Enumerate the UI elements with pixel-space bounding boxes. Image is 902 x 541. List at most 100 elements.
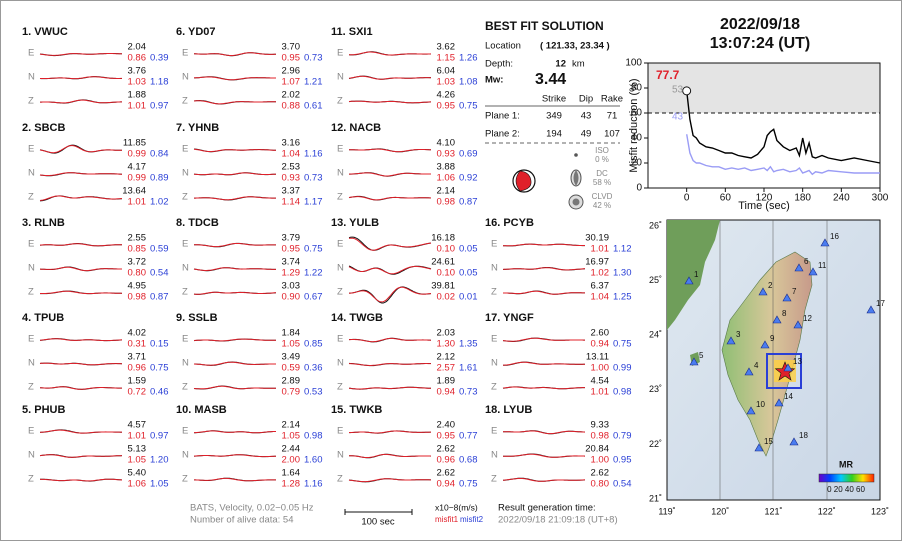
misfit1: 0.02	[437, 292, 456, 303]
station-marker	[866, 305, 876, 314]
station-label: 16. PCYB	[485, 217, 534, 229]
y-tick-label: 60	[631, 108, 643, 119]
misfit2: 0.99	[613, 363, 632, 374]
misfit1: 0.79	[282, 387, 301, 398]
depth: 12	[555, 59, 566, 70]
misfit1: 0.99	[128, 149, 147, 160]
misfit2: 0.97	[150, 431, 169, 442]
part-value: 0 %	[595, 155, 609, 164]
misfit1: 1.05	[282, 431, 301, 442]
misfit1: 1.15	[437, 53, 456, 64]
waveform-synthetic	[348, 386, 431, 390]
component: Z	[337, 96, 343, 107]
misfit2: 0.98	[613, 387, 632, 398]
y-tick-label: 100	[625, 58, 642, 69]
station-label: 11. SXI1	[331, 26, 373, 38]
x-tick-label: 120	[756, 193, 773, 204]
lat-label: 22˚	[649, 439, 662, 449]
misfit1: 0.93	[437, 149, 456, 160]
waveform-synthetic	[503, 361, 585, 366]
misfit2: 0.92	[459, 173, 478, 184]
amplitude: 2.89	[282, 376, 301, 387]
waveform-synthetic	[194, 477, 276, 482]
waveform-synthetic	[349, 453, 431, 458]
lon-label: 121˚	[764, 506, 782, 516]
misfit1: 0.95	[437, 101, 456, 112]
location-label: Location	[485, 41, 521, 52]
misfit1: 0.96	[128, 363, 147, 374]
station-number: 3	[736, 330, 741, 339]
lat-label: 26˚	[649, 220, 662, 230]
depth-label: Depth:	[485, 59, 513, 70]
station-number: 11	[818, 261, 827, 270]
amplitude: 3.03	[282, 281, 301, 292]
misfit1: 1.06	[437, 173, 456, 184]
station-marker	[783, 363, 793, 372]
amplitude: 4.54	[591, 376, 610, 387]
misfit1: 1.30	[437, 339, 456, 350]
misfit-line	[686, 134, 880, 176]
plane-label: Plane 1:	[485, 111, 520, 122]
station-marker	[744, 367, 754, 376]
component: E	[337, 426, 343, 437]
component: Z	[182, 382, 188, 393]
waveform-synthetic	[194, 196, 276, 201]
generation-time: 2022/09/18 21:09:18 (UT+8)	[498, 515, 618, 526]
waveform-synthetic	[193, 100, 276, 105]
station-marker	[793, 320, 803, 329]
station-number: 10	[756, 400, 765, 409]
station-number: 1	[694, 270, 699, 279]
misfit1: 1.05	[128, 455, 147, 466]
depth-unit: km	[572, 59, 585, 70]
amplitude: 5.13	[128, 444, 147, 455]
waveform-synthetic	[193, 291, 276, 295]
misfit1: 0.10	[437, 244, 456, 255]
station-label: 13. YULB	[331, 217, 379, 229]
component: Z	[28, 96, 34, 107]
plane-value: 349	[546, 111, 562, 122]
lon-label: 122˚	[818, 506, 836, 516]
misfit1: 1.05	[282, 339, 301, 350]
station-number: 9	[770, 334, 775, 343]
waveform-synthetic	[193, 454, 277, 458]
misfit2: 1.20	[150, 455, 169, 466]
misfit2: 0.39	[150, 53, 169, 64]
x-tick-label: 240	[833, 193, 850, 204]
misfit1: 0.72	[128, 387, 147, 398]
misfit1: 1.04	[282, 149, 301, 160]
component: E	[337, 239, 343, 250]
waveform-synthetic	[349, 363, 431, 366]
component: Z	[337, 474, 343, 485]
waveform-synthetic	[39, 338, 122, 342]
misfit1: 1.01	[591, 244, 610, 255]
misfit2: 1.22	[304, 268, 323, 279]
misfit1: 1.03	[128, 77, 147, 88]
waveform-synthetic	[193, 267, 276, 271]
amplitude: 13.11	[586, 352, 609, 363]
station-label: 18. LYUB	[485, 404, 532, 416]
lat-label: 21˚	[649, 493, 662, 503]
waveform-synthetic	[349, 430, 431, 434]
component: N	[337, 358, 344, 369]
misfit2: 0.73	[459, 387, 478, 398]
beach-ball	[512, 169, 536, 193]
amplitude: 5.40	[128, 468, 147, 479]
misfit2: 0.87	[459, 197, 478, 208]
misfit2: 1.35	[459, 339, 478, 350]
amplitude: 4.17	[128, 162, 147, 173]
amplitude: 9.33	[591, 420, 610, 431]
lat-label: 25˚	[649, 275, 662, 285]
misfit1: 0.95	[437, 431, 456, 442]
y-tick-label: 40	[631, 133, 643, 144]
station-number: 12	[803, 314, 812, 323]
misfit2: 1.17	[304, 197, 323, 208]
component: N	[28, 450, 35, 461]
component: E	[491, 239, 497, 250]
amplitude: 3.70	[282, 42, 301, 53]
misfit1: 1.00	[591, 455, 610, 466]
generation-label: Result generation time:	[498, 503, 596, 514]
misfit1: 1.01	[591, 387, 610, 398]
amplitude: 11.85	[123, 138, 146, 149]
misfit1: 0.98	[128, 292, 147, 303]
misfit1: 0.95	[282, 244, 301, 255]
